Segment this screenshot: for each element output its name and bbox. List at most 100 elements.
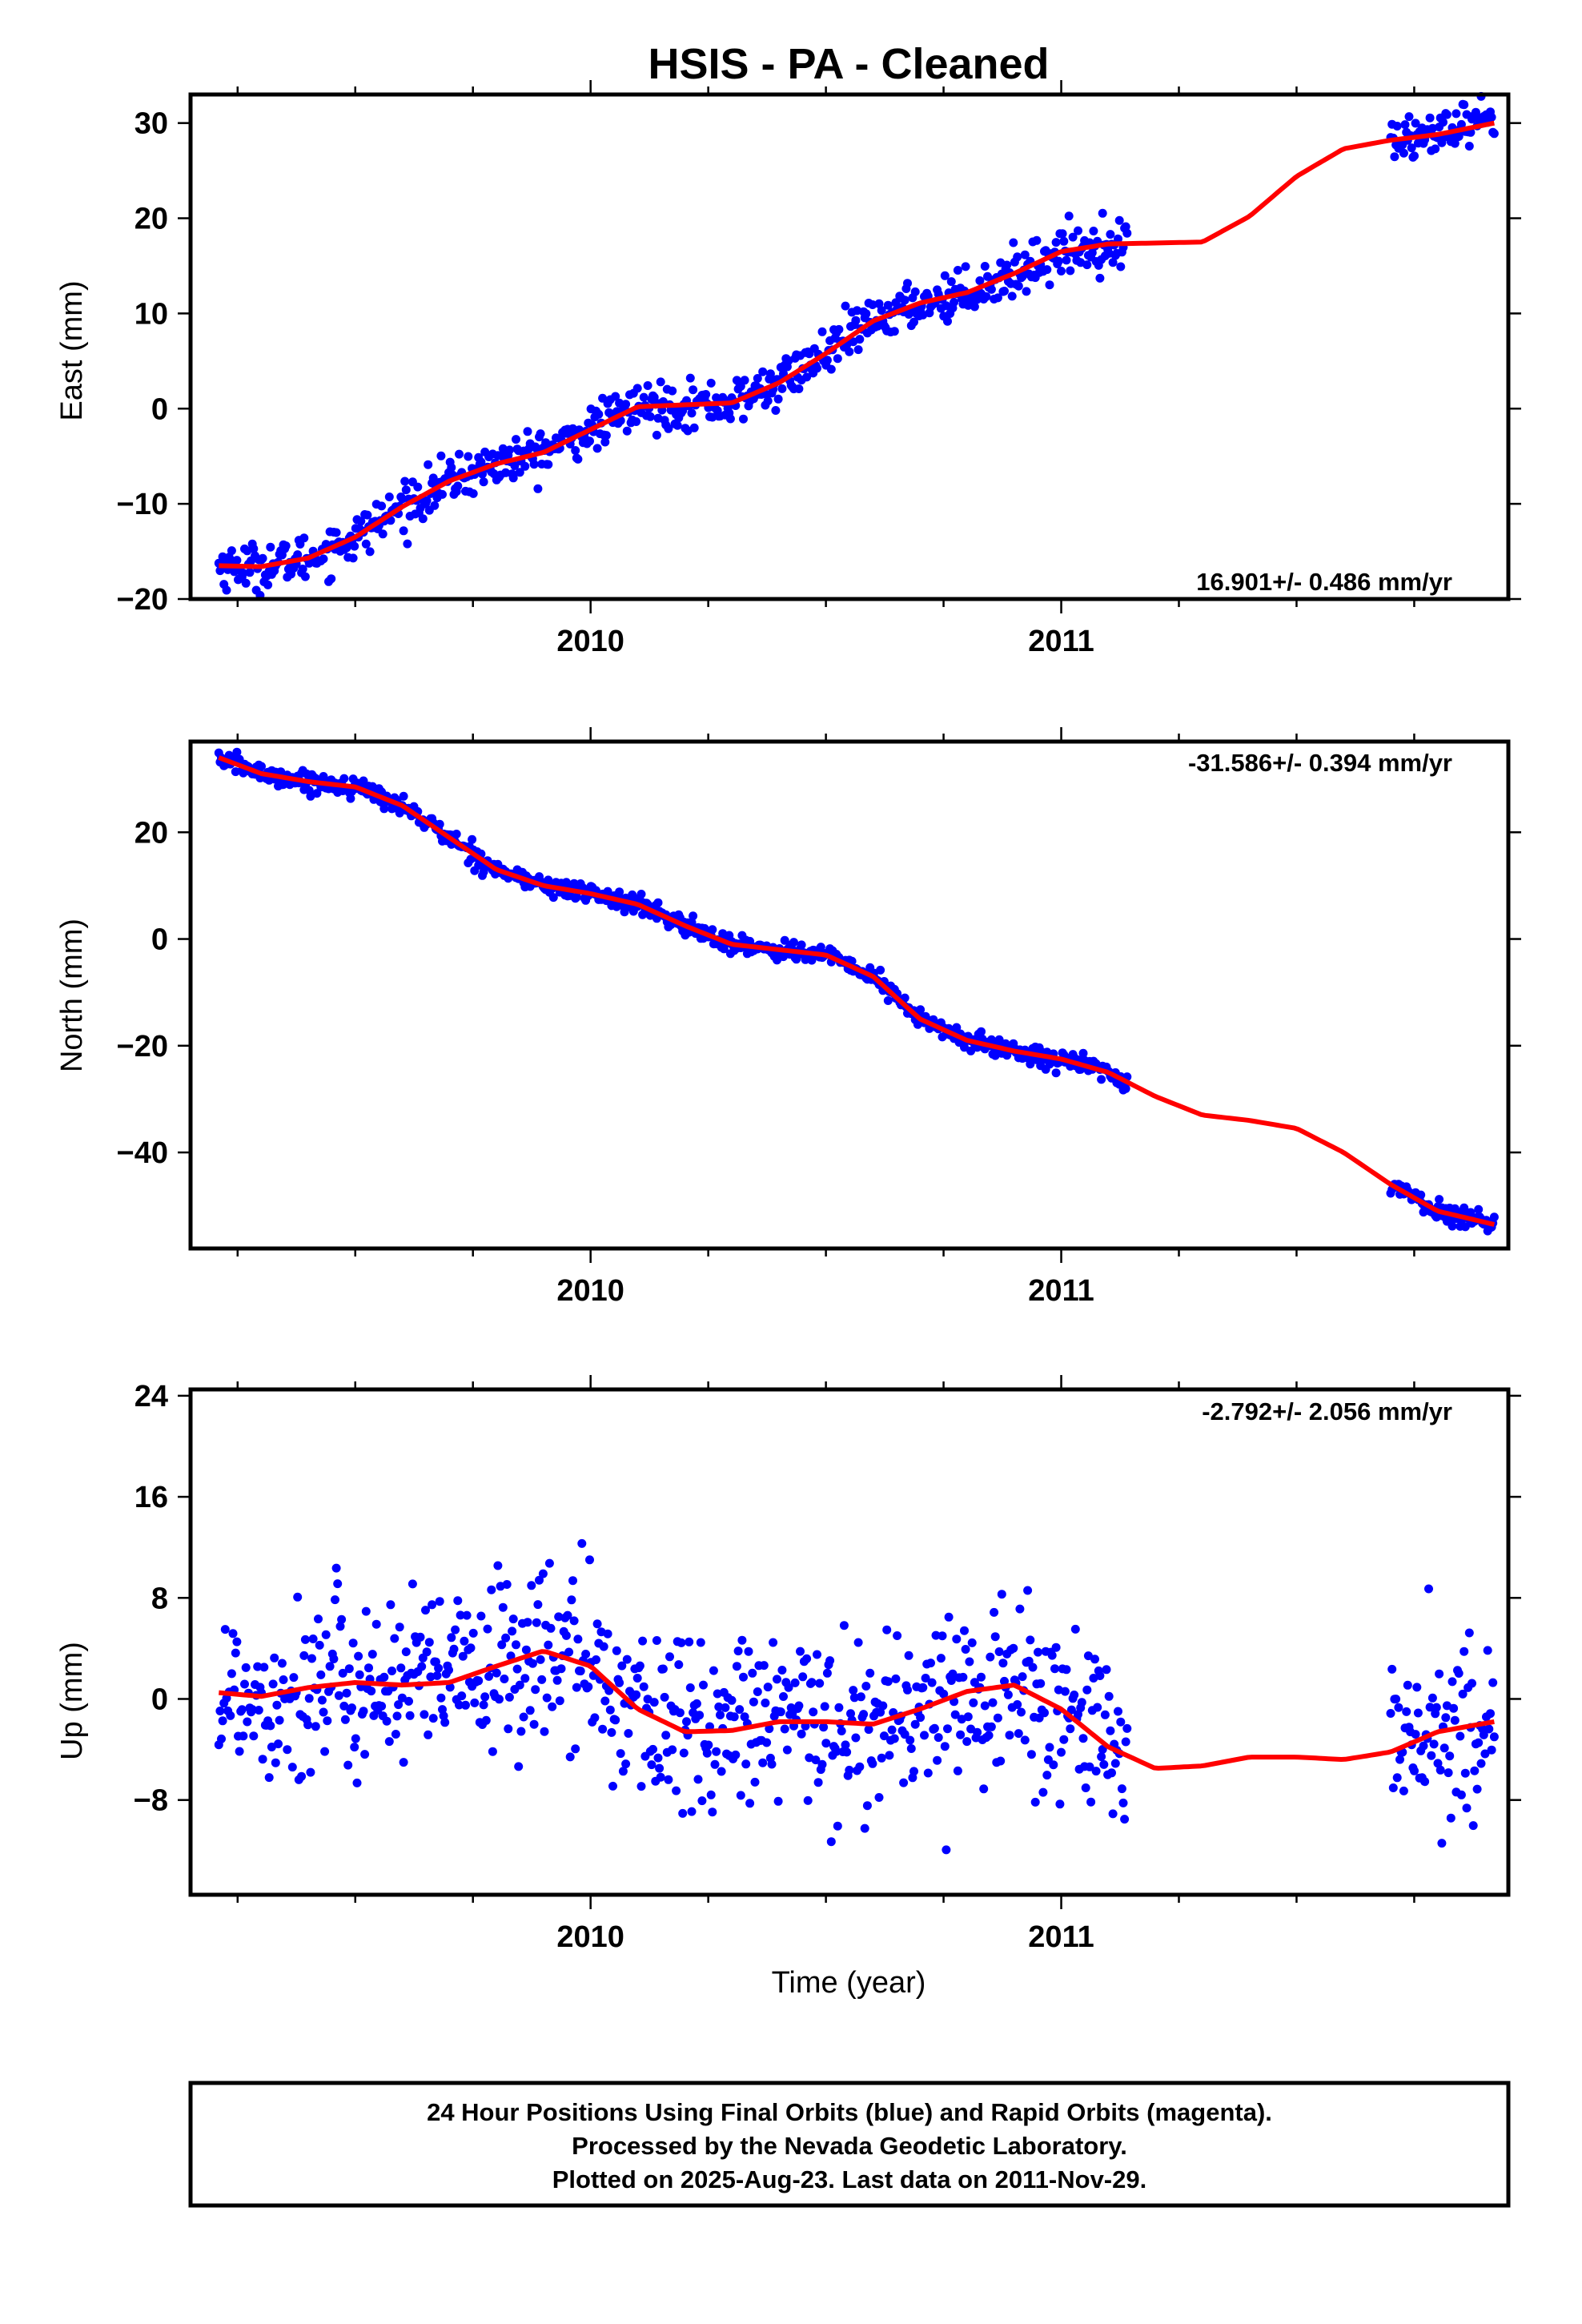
north-data-point xyxy=(689,911,698,921)
up-data-point xyxy=(307,1654,316,1663)
up-data-point xyxy=(761,1699,770,1707)
up-data-point xyxy=(1412,1683,1422,1692)
east-data-point xyxy=(753,374,762,383)
up-data-point xyxy=(460,1636,469,1646)
up-data-point xyxy=(856,1692,865,1702)
up-data-point xyxy=(492,1668,501,1678)
up-data-point xyxy=(392,1711,402,1721)
north-ylabel: North (mm) xyxy=(55,919,89,1072)
east-data-point xyxy=(1074,226,1082,235)
up-data-point xyxy=(1479,1730,1488,1739)
up-data-point xyxy=(1018,1672,1027,1682)
up-data-point xyxy=(1009,1643,1018,1653)
up-data-point xyxy=(918,1683,928,1692)
up-data-point xyxy=(540,1727,549,1736)
up-data-point xyxy=(571,1744,580,1754)
up-data-point xyxy=(762,1738,772,1747)
up-data-point xyxy=(821,1739,831,1748)
east-data-point xyxy=(689,423,699,432)
east-data-point xyxy=(1407,143,1416,153)
up-data-point xyxy=(1386,1709,1395,1718)
east-data-point xyxy=(401,485,411,495)
east-data-point xyxy=(668,386,677,396)
east-data-point xyxy=(447,463,456,472)
up-data-point xyxy=(735,1705,745,1715)
up-data-point xyxy=(1462,1803,1472,1813)
up-data-point xyxy=(638,1636,648,1646)
east-data-point xyxy=(910,287,920,296)
up-data-point xyxy=(1102,1665,1111,1675)
east-data-point xyxy=(1410,151,1419,161)
up-data-point xyxy=(986,1652,995,1662)
chart-title: HSIS - PA - Cleaned xyxy=(648,40,1049,88)
up-data-point xyxy=(445,1683,455,1692)
east-data-point xyxy=(1082,260,1092,270)
east-data-point xyxy=(773,394,783,404)
up-data-point xyxy=(732,1662,741,1671)
east-data-point xyxy=(706,378,716,388)
up-data-point xyxy=(697,1796,707,1806)
up-data-point xyxy=(311,1722,320,1731)
east-data-point xyxy=(632,384,642,393)
up-data-point xyxy=(360,1750,370,1759)
up-data-point xyxy=(1034,1647,1042,1657)
east-data-point xyxy=(1399,148,1408,158)
up-data-point xyxy=(529,1719,539,1729)
up-data-point xyxy=(528,1659,537,1668)
east-data-point xyxy=(230,567,239,577)
up-data-point xyxy=(817,1759,827,1769)
up-data-point xyxy=(809,1707,818,1717)
up-data-point xyxy=(1083,1651,1093,1661)
up-data-point xyxy=(337,1614,347,1624)
north-data-point xyxy=(474,861,484,870)
up-data-point xyxy=(1391,1695,1401,1704)
up-data-point xyxy=(500,1675,509,1683)
east-data-point xyxy=(611,392,620,401)
east-data-point xyxy=(1114,215,1124,225)
east-data-point xyxy=(1059,236,1069,246)
up-data-point xyxy=(480,1692,490,1702)
east-data-point xyxy=(868,300,877,309)
east-data-point xyxy=(1066,266,1075,275)
up-data-point xyxy=(552,1675,562,1685)
up-data-point xyxy=(577,1538,587,1548)
up-data-point xyxy=(846,1709,855,1719)
east-data-point xyxy=(1051,238,1061,247)
up-data-point xyxy=(1070,1624,1080,1634)
up-data-point xyxy=(424,1638,434,1647)
up-data-point xyxy=(279,1675,288,1684)
up-data-point xyxy=(228,1629,238,1638)
up-data-point xyxy=(784,1683,793,1692)
up-data-point xyxy=(1445,1751,1455,1761)
up-data-point xyxy=(1425,1703,1435,1712)
east-data-point xyxy=(1108,258,1118,267)
east-data-point xyxy=(245,568,255,577)
east-data-point xyxy=(258,553,267,563)
up-data-point xyxy=(335,1622,345,1631)
east-data-point xyxy=(1009,238,1018,247)
up-panel: Up (mm) -2.792+/- 2.056 mm/yr 2010 2011 −8… xyxy=(55,1375,1521,1954)
up-data-point xyxy=(729,1712,739,1722)
up-data-point xyxy=(608,1781,617,1791)
east-data-point xyxy=(365,547,375,557)
up-data-point xyxy=(384,1737,394,1747)
up-data-point xyxy=(268,1679,278,1689)
north-data-point xyxy=(1078,1048,1088,1058)
up-data-point xyxy=(763,1683,773,1692)
east-data-point xyxy=(544,460,553,469)
east-data-point xyxy=(903,279,912,288)
up-data-point xyxy=(777,1666,787,1675)
north-data-point xyxy=(346,794,355,803)
east-data-point xyxy=(763,396,773,406)
east-data-point xyxy=(1062,255,1071,265)
east-data-point xyxy=(853,306,861,316)
up-data-point xyxy=(1077,1698,1086,1707)
up-data-point xyxy=(988,1698,998,1707)
up-data-point xyxy=(347,1703,356,1713)
north-data-point xyxy=(1460,1222,1470,1232)
up-data-point xyxy=(470,1698,480,1707)
up-data-point xyxy=(1106,1726,1115,1735)
up-data-point xyxy=(439,1711,448,1721)
east-data-point xyxy=(889,327,899,336)
north-data-point xyxy=(816,943,825,952)
